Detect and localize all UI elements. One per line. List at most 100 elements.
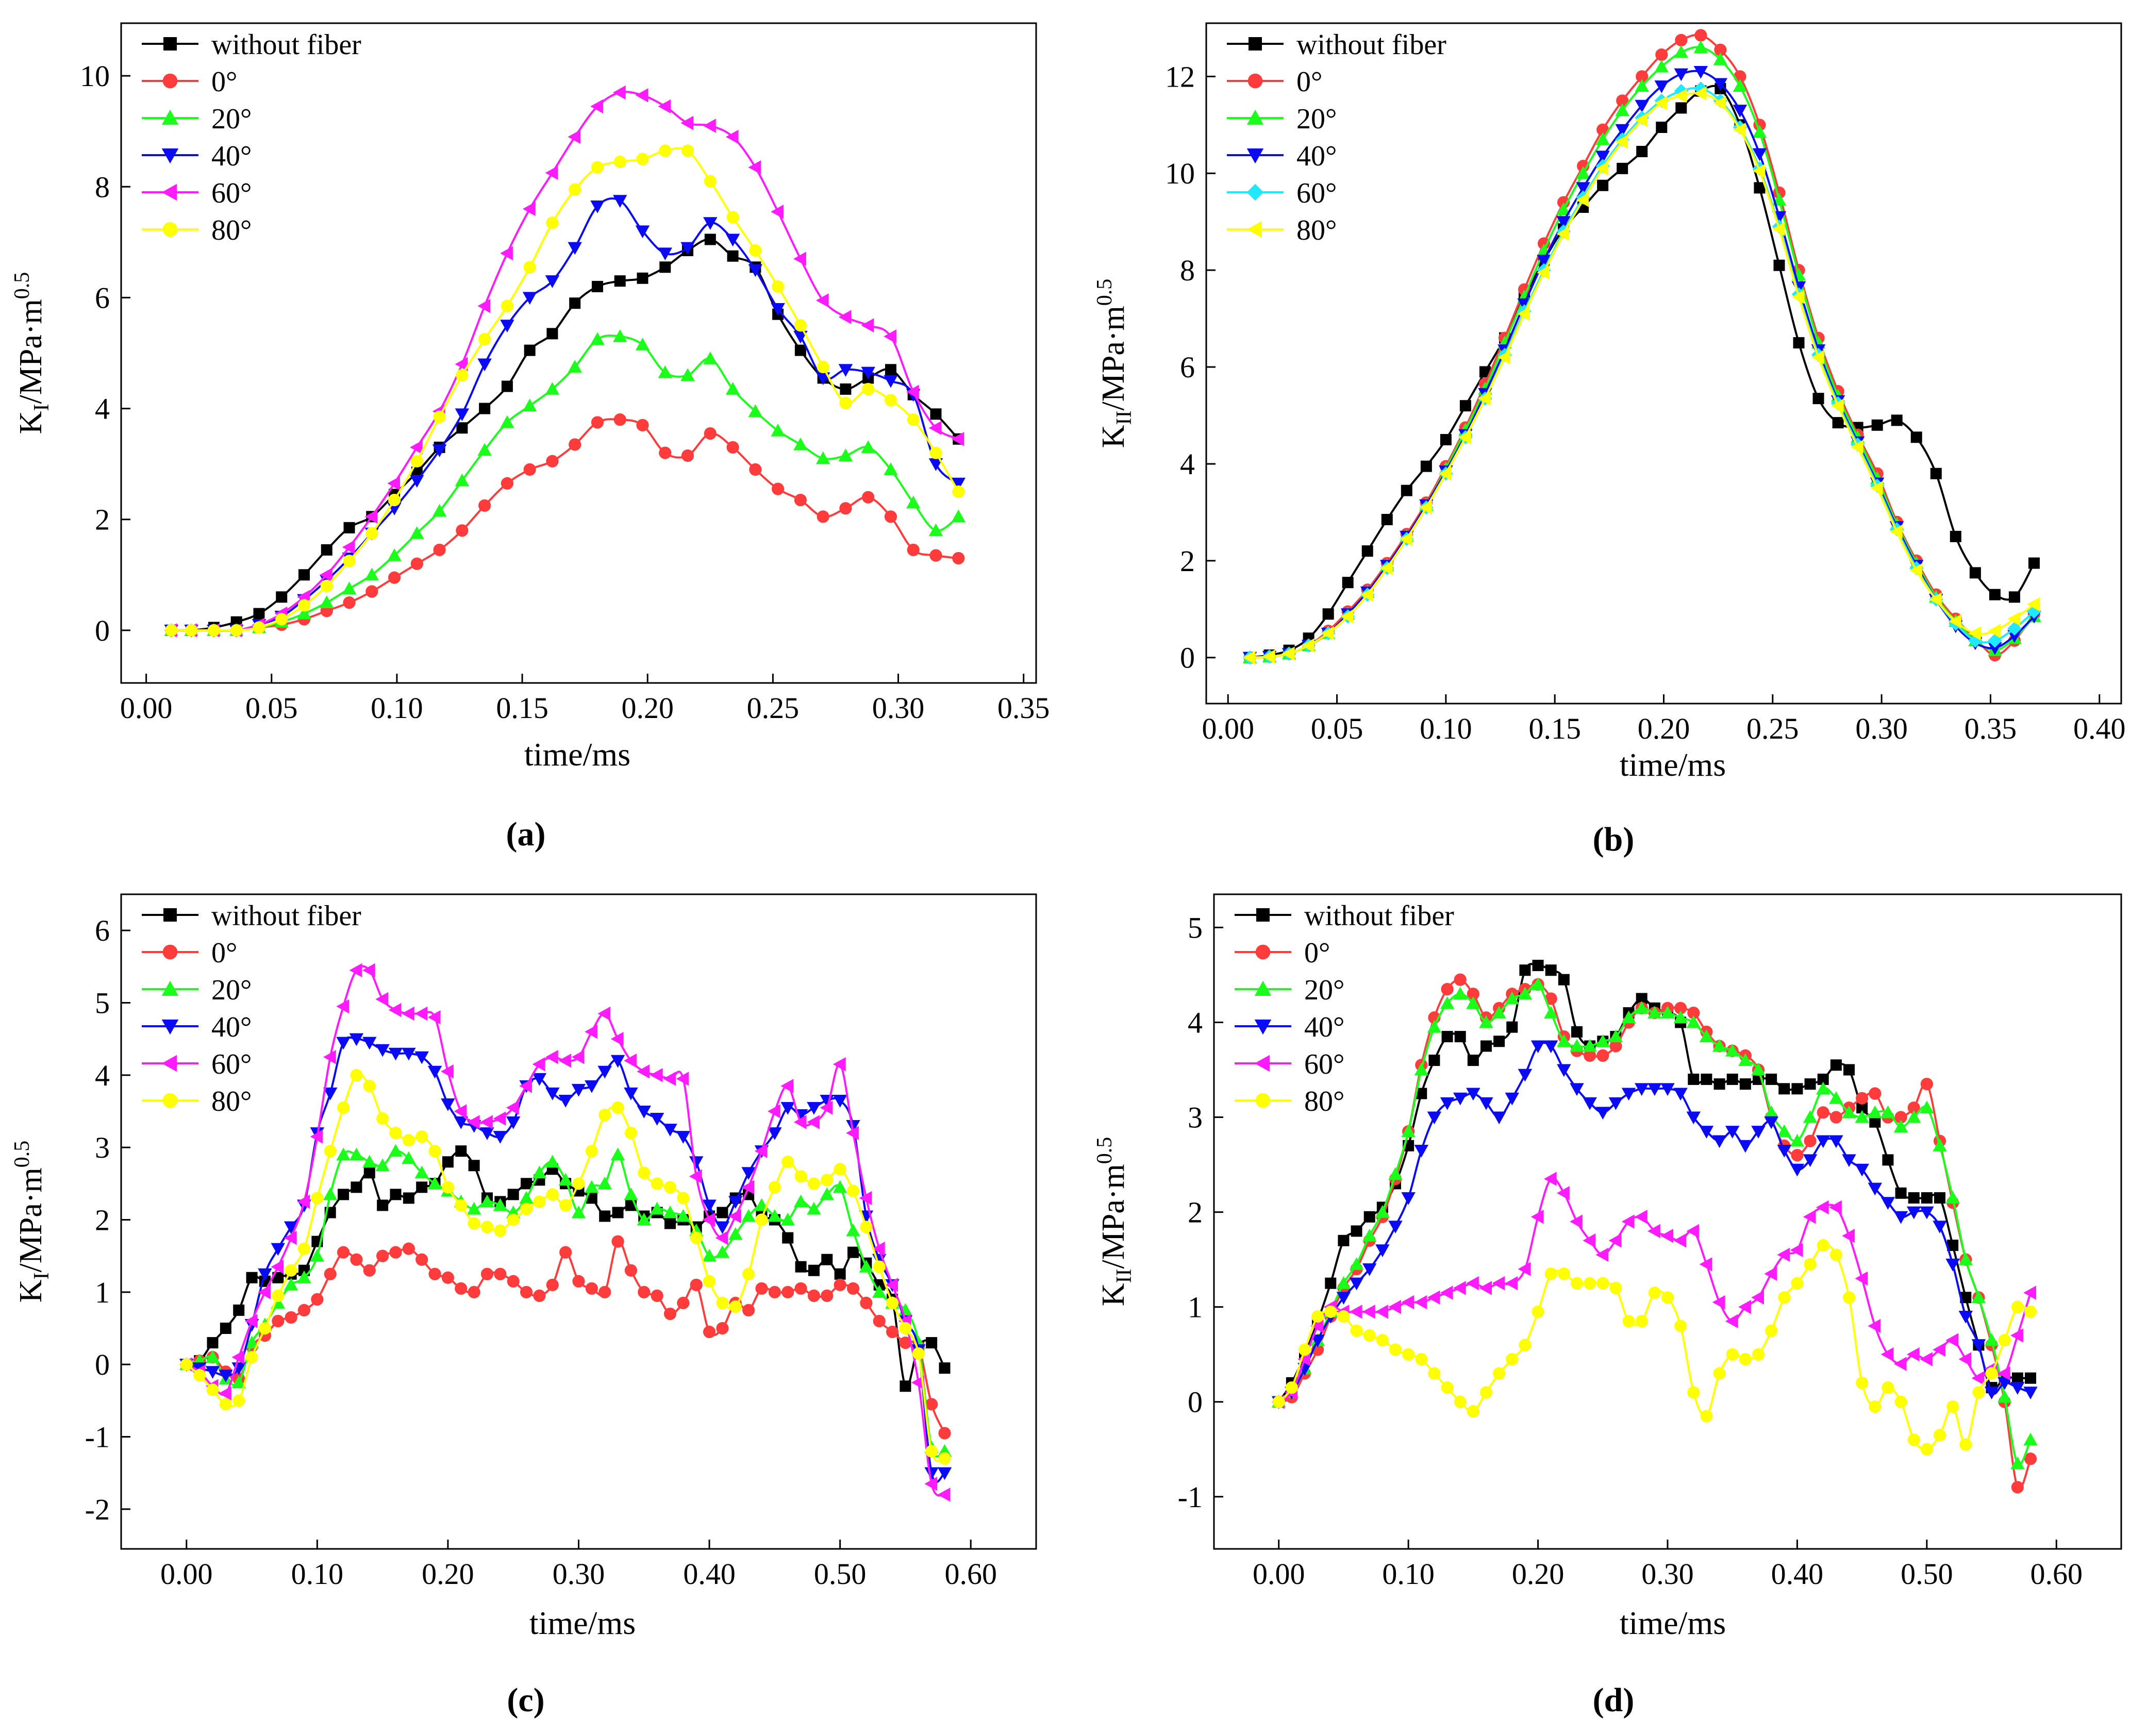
data-point xyxy=(794,319,807,332)
data-point xyxy=(611,1235,624,1248)
data-point xyxy=(1817,1239,1829,1252)
data-point xyxy=(663,1181,677,1194)
data-point xyxy=(1855,1110,1869,1123)
data-point xyxy=(939,1362,951,1374)
data-point xyxy=(1817,1073,1829,1085)
data-point xyxy=(846,1223,860,1237)
data-point xyxy=(414,1006,428,1021)
data-point xyxy=(1635,99,1649,113)
legend-marker xyxy=(162,944,178,960)
data-point xyxy=(1817,1106,1829,1119)
data-point xyxy=(612,329,627,342)
data-point xyxy=(456,524,469,537)
data-point xyxy=(1336,1276,1351,1289)
data-point xyxy=(493,1198,508,1211)
data-point xyxy=(2027,597,2040,612)
data-point xyxy=(546,1188,559,1201)
data-point xyxy=(1636,145,1648,157)
data-point xyxy=(780,1101,795,1115)
data-point xyxy=(1920,1078,1933,1091)
data-point xyxy=(364,567,379,581)
panel-c-ytick-label: 6 xyxy=(95,914,110,947)
data-point xyxy=(545,1087,560,1100)
data-point xyxy=(246,1272,258,1283)
data-point xyxy=(663,1124,677,1137)
data-point xyxy=(477,298,491,313)
data-point xyxy=(873,1314,886,1328)
data-point xyxy=(585,1282,598,1295)
data-point xyxy=(350,1069,363,1081)
data-point xyxy=(568,360,582,373)
data-point xyxy=(1617,162,1628,174)
panel-a-ytick-label: 8 xyxy=(95,170,110,204)
data-point xyxy=(442,1156,454,1168)
data-point xyxy=(2007,630,2022,643)
data-point xyxy=(748,160,761,175)
data-point xyxy=(375,1158,390,1172)
legend-label: without fiber xyxy=(1296,29,1446,61)
data-point xyxy=(416,1181,428,1193)
data-point xyxy=(820,1187,835,1200)
data-point xyxy=(377,1199,389,1211)
data-point xyxy=(1556,202,1571,215)
data-point xyxy=(1375,1305,1388,1319)
data-point xyxy=(937,1488,951,1502)
data-point xyxy=(793,1115,807,1129)
data-point xyxy=(271,1243,286,1256)
panel-b-xtick-label: 0.15 xyxy=(1528,712,1581,745)
data-point xyxy=(2024,1305,2037,1318)
data-point xyxy=(343,555,356,567)
data-point xyxy=(568,129,581,144)
data-point xyxy=(1971,1339,1986,1353)
data-point xyxy=(1856,1092,1869,1105)
data-point xyxy=(1584,1277,1596,1290)
data-point xyxy=(180,1358,193,1371)
data-point xyxy=(782,1232,794,1244)
legend-marker xyxy=(161,183,177,201)
data-point xyxy=(1832,417,1844,429)
data-point xyxy=(571,1205,586,1218)
data-point xyxy=(1389,1343,1402,1356)
data-point xyxy=(1988,624,2001,638)
data-point xyxy=(768,1209,782,1222)
data-point xyxy=(297,1304,311,1317)
data-point xyxy=(205,1366,220,1379)
legend-label: 20° xyxy=(211,974,252,1006)
data-point xyxy=(1871,419,1883,431)
data-point xyxy=(1739,1078,1751,1090)
data-point xyxy=(1842,1105,1856,1119)
data-point xyxy=(859,1191,872,1206)
data-point xyxy=(1388,1221,1403,1233)
data-point xyxy=(506,1116,521,1129)
data-point xyxy=(1285,1381,1298,1394)
legend-marker xyxy=(1255,944,1271,960)
legend-label: 40° xyxy=(1304,1011,1344,1043)
data-point xyxy=(833,1180,847,1193)
data-point xyxy=(533,1195,546,1208)
data-point xyxy=(1609,1281,1622,1294)
data-point xyxy=(1414,1144,1429,1158)
data-point xyxy=(1960,1292,1972,1304)
data-point xyxy=(1933,1429,1946,1442)
data-point xyxy=(1336,1292,1351,1305)
panel-d-label: (d) xyxy=(1593,1681,1635,1719)
data-point xyxy=(1493,1367,1506,1380)
data-point xyxy=(1699,1257,1712,1272)
data-point xyxy=(1842,1154,1856,1167)
panel-c-xtick-label: 0.50 xyxy=(814,1557,867,1591)
data-point xyxy=(298,569,310,581)
data-point xyxy=(1506,1021,1518,1033)
data-point xyxy=(794,493,807,507)
legend-label: 60° xyxy=(211,177,252,209)
panel-c-label: (c) xyxy=(507,1681,544,1719)
legend-label: 20° xyxy=(211,103,252,135)
data-point xyxy=(911,1375,924,1390)
data-point xyxy=(793,437,808,450)
data-point xyxy=(1968,626,1981,641)
data-point xyxy=(1772,222,1785,237)
data-point xyxy=(807,1201,821,1215)
data-point xyxy=(1310,1318,1324,1333)
legend-marker xyxy=(1249,37,1262,51)
data-point xyxy=(1971,1371,1985,1386)
